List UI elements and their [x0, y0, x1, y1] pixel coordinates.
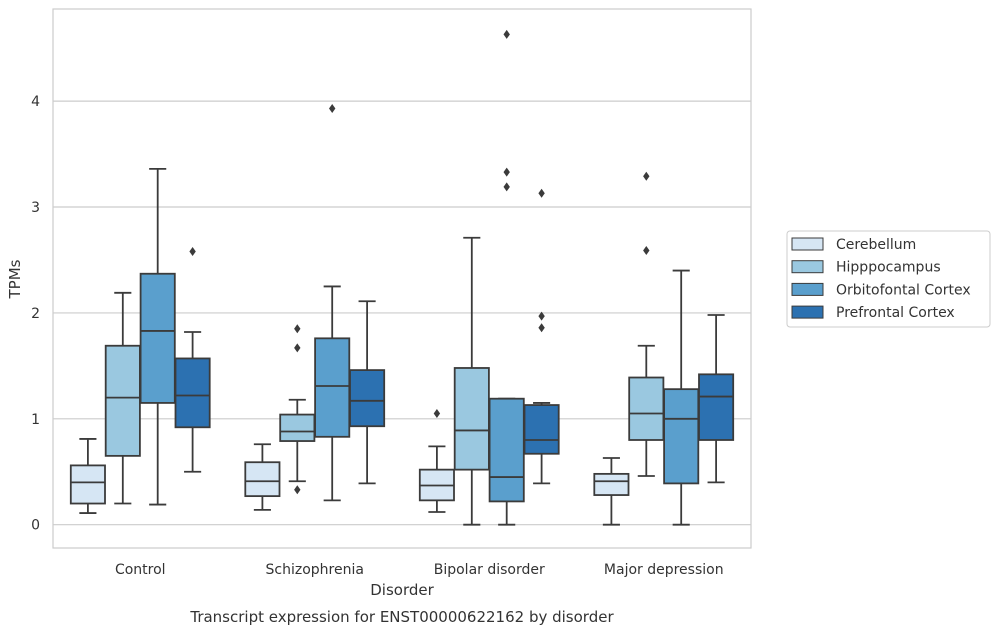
- legend-frame: [786, 230, 991, 328]
- outlier-point: [329, 104, 336, 114]
- outlier-point: [643, 245, 650, 255]
- outlier-point: [294, 324, 301, 334]
- legend-label: Orbitofontal Cortex: [836, 282, 971, 298]
- box: [523, 404, 560, 455]
- box: [279, 413, 316, 442]
- x-tick-label: Bipolar disorder: [434, 562, 545, 578]
- legend-swatch: [791, 260, 824, 274]
- box-group: [69, 438, 106, 514]
- box-plots: [69, 29, 735, 526]
- y-tick-label: 1: [31, 412, 40, 428]
- box: [698, 373, 735, 441]
- outlier-point: [294, 485, 301, 495]
- box-group: [349, 300, 386, 485]
- legend-swatch: [791, 305, 824, 319]
- outlier-point: [503, 167, 510, 177]
- box: [593, 472, 630, 496]
- box-group: [314, 104, 351, 502]
- legend-label: Hipppocampus: [836, 260, 941, 276]
- legend-label: Cerebellum: [836, 237, 916, 253]
- outlier-point: [643, 171, 650, 181]
- box-group: [593, 457, 630, 526]
- box-group: [698, 314, 735, 484]
- box-group: [628, 171, 665, 477]
- box: [349, 369, 386, 428]
- legend-swatch: [791, 237, 824, 251]
- box: [314, 337, 351, 438]
- box: [244, 461, 281, 498]
- box: [174, 357, 211, 429]
- box-group: [663, 269, 700, 526]
- box-group: [139, 167, 176, 506]
- box-group: [418, 409, 455, 513]
- box: [488, 397, 525, 503]
- box-group: [174, 246, 211, 473]
- plot-frame: [52, 8, 752, 549]
- x-tick-label: Major depression: [604, 562, 724, 578]
- y-axis-title: TPMs: [6, 259, 24, 299]
- outlier-point: [538, 323, 545, 333]
- x-axis-ticks: Control Schizophrenia Bipolar disorder Majo…: [115, 562, 724, 578]
- box: [104, 344, 141, 457]
- box-group: [488, 29, 525, 526]
- legend: Cerebellum Hipppocampus Orbitofontal Corte…: [786, 230, 991, 328]
- box: [69, 464, 106, 505]
- y-tick-label: 2: [31, 306, 40, 322]
- x-tick-label: Control: [115, 562, 166, 578]
- box: [663, 388, 700, 485]
- box: [453, 367, 490, 471]
- outlier-point: [294, 343, 301, 353]
- box: [628, 376, 665, 441]
- outlier-point: [189, 246, 196, 256]
- y-tick-label: 3: [31, 200, 40, 216]
- box-group: [244, 443, 281, 511]
- outlier-point: [503, 29, 510, 39]
- x-axis-title: Disorder: [370, 581, 434, 599]
- outlier-point: [503, 182, 510, 192]
- legend-swatch: [791, 282, 824, 296]
- y-tick-label: 4: [31, 94, 40, 110]
- outlier-point: [538, 311, 545, 321]
- outlier-point: [538, 188, 545, 198]
- box-group: [279, 324, 316, 495]
- box-group: [104, 291, 141, 505]
- box-group: [453, 236, 490, 526]
- chart-caption: Transcript expression for ENST0000062216…: [189, 608, 614, 626]
- box-group: [523, 188, 560, 485]
- legend-label: Prefrontal Cortex: [836, 305, 955, 321]
- outlier-point: [433, 409, 441, 419]
- box: [139, 272, 176, 404]
- x-tick-label: Schizophrenia: [266, 562, 364, 578]
- y-axis-ticks: 0 1 2 3 4: [31, 94, 40, 534]
- y-tick-label: 0: [31, 518, 40, 534]
